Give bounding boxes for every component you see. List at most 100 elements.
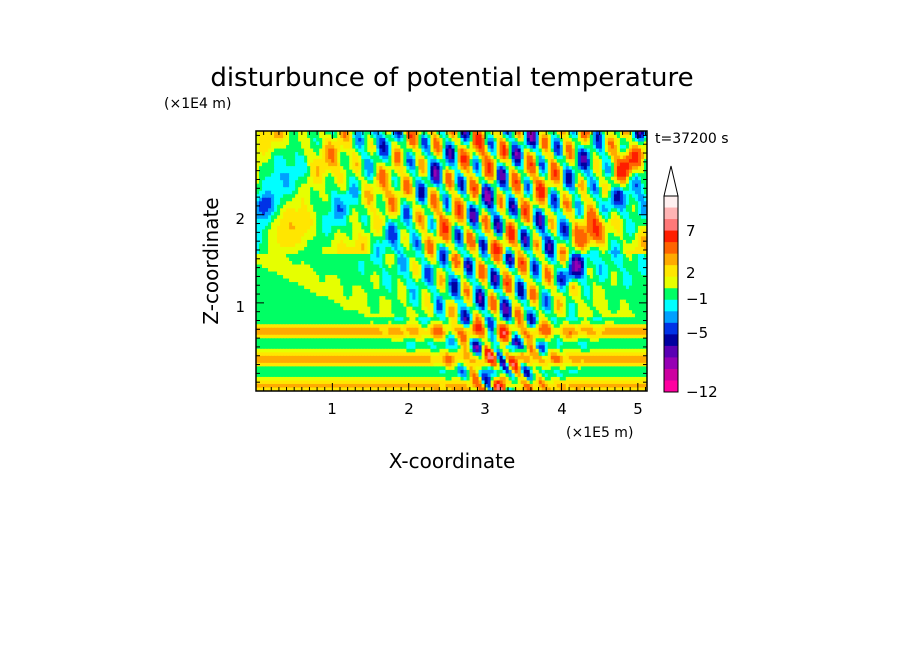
field-cell xyxy=(643,243,647,248)
field-cell xyxy=(274,222,278,227)
field-cell xyxy=(478,162,483,167)
field-cell xyxy=(295,187,299,192)
field-cell xyxy=(475,232,480,237)
field-cell xyxy=(349,155,353,160)
field-cell xyxy=(283,229,287,234)
field-cell xyxy=(550,159,555,164)
field-cell xyxy=(394,264,398,269)
field-cell xyxy=(451,141,456,146)
field-cell xyxy=(541,253,546,259)
field-cell xyxy=(415,201,420,206)
field-cell xyxy=(433,190,438,195)
field-cell xyxy=(643,180,647,185)
field-cell xyxy=(436,166,441,171)
field-cell xyxy=(589,261,594,266)
field-cell xyxy=(625,208,630,213)
field-cell xyxy=(406,257,410,262)
field-cell xyxy=(355,173,359,178)
field-cell xyxy=(619,257,624,262)
field-cell xyxy=(502,166,507,171)
field-cell xyxy=(586,229,591,234)
field-cell xyxy=(262,197,266,202)
field-cell xyxy=(304,201,308,206)
field-cell xyxy=(511,194,516,199)
field-cell xyxy=(442,159,447,164)
field-cell xyxy=(268,204,272,209)
field-cell xyxy=(502,246,507,252)
field-cell xyxy=(520,145,525,150)
field-cell xyxy=(325,201,329,206)
field-cell xyxy=(433,236,438,241)
field-cell xyxy=(256,204,260,209)
field-cell xyxy=(322,218,326,223)
field-cell xyxy=(529,243,534,248)
field-cell xyxy=(640,183,645,188)
field-cell xyxy=(424,208,429,213)
field-cell xyxy=(328,183,332,188)
field-cell xyxy=(343,257,347,262)
field-cell xyxy=(409,211,413,216)
field-cell xyxy=(550,225,555,230)
field-cell xyxy=(595,208,600,213)
field-cell xyxy=(277,215,281,220)
field-cell xyxy=(523,257,528,262)
field-cell xyxy=(430,187,435,192)
field-cell xyxy=(382,145,386,150)
field-cell xyxy=(322,261,326,266)
field-cell xyxy=(544,159,549,164)
field-cell xyxy=(448,138,453,143)
field-cell xyxy=(502,148,507,153)
field-cell xyxy=(526,173,531,178)
field-cell xyxy=(331,257,335,262)
field-cell xyxy=(259,187,263,192)
field-cell xyxy=(304,141,308,146)
field-cell xyxy=(610,187,615,192)
field-cell xyxy=(487,204,492,209)
field-cell xyxy=(415,243,420,248)
field-cell xyxy=(550,204,555,209)
field-cell xyxy=(643,211,647,216)
field-cell xyxy=(586,222,591,227)
field-cell xyxy=(331,261,335,266)
field-cell xyxy=(304,236,308,241)
field-cell xyxy=(382,218,386,223)
field-cell xyxy=(286,239,290,245)
field-cell xyxy=(286,211,290,216)
field-cell xyxy=(343,204,347,209)
field-cell xyxy=(640,211,645,216)
field-cell xyxy=(331,211,335,216)
field-cell xyxy=(508,261,513,266)
field-cell xyxy=(526,134,531,139)
field-cell xyxy=(412,194,417,199)
field-cell xyxy=(607,225,612,230)
field-cell xyxy=(487,176,492,181)
field-cell xyxy=(334,215,338,220)
field-cell xyxy=(418,208,423,213)
field-cell xyxy=(376,222,380,227)
field-cell xyxy=(598,222,603,227)
field-cell xyxy=(628,225,633,230)
field-cell xyxy=(499,218,504,223)
field-cell xyxy=(634,232,639,237)
field-cell xyxy=(403,141,407,146)
field-cell xyxy=(493,176,498,181)
field-cell xyxy=(598,250,603,255)
field-cell xyxy=(544,239,549,245)
field-cell xyxy=(397,253,401,259)
field-cell xyxy=(619,141,624,146)
field-cell xyxy=(403,197,407,202)
field-cell xyxy=(487,236,492,241)
field-cell xyxy=(628,218,633,223)
field-cell xyxy=(523,204,528,209)
field-cell xyxy=(418,261,423,266)
field-cell xyxy=(472,148,477,153)
field-cell xyxy=(457,173,462,178)
field-cell xyxy=(580,138,585,143)
field-cell xyxy=(622,204,627,209)
field-cell xyxy=(319,229,323,234)
field-cell xyxy=(538,180,543,185)
field-cell xyxy=(289,208,293,213)
field-cell xyxy=(331,176,335,181)
field-cell xyxy=(418,194,423,199)
field-cell xyxy=(547,187,552,192)
